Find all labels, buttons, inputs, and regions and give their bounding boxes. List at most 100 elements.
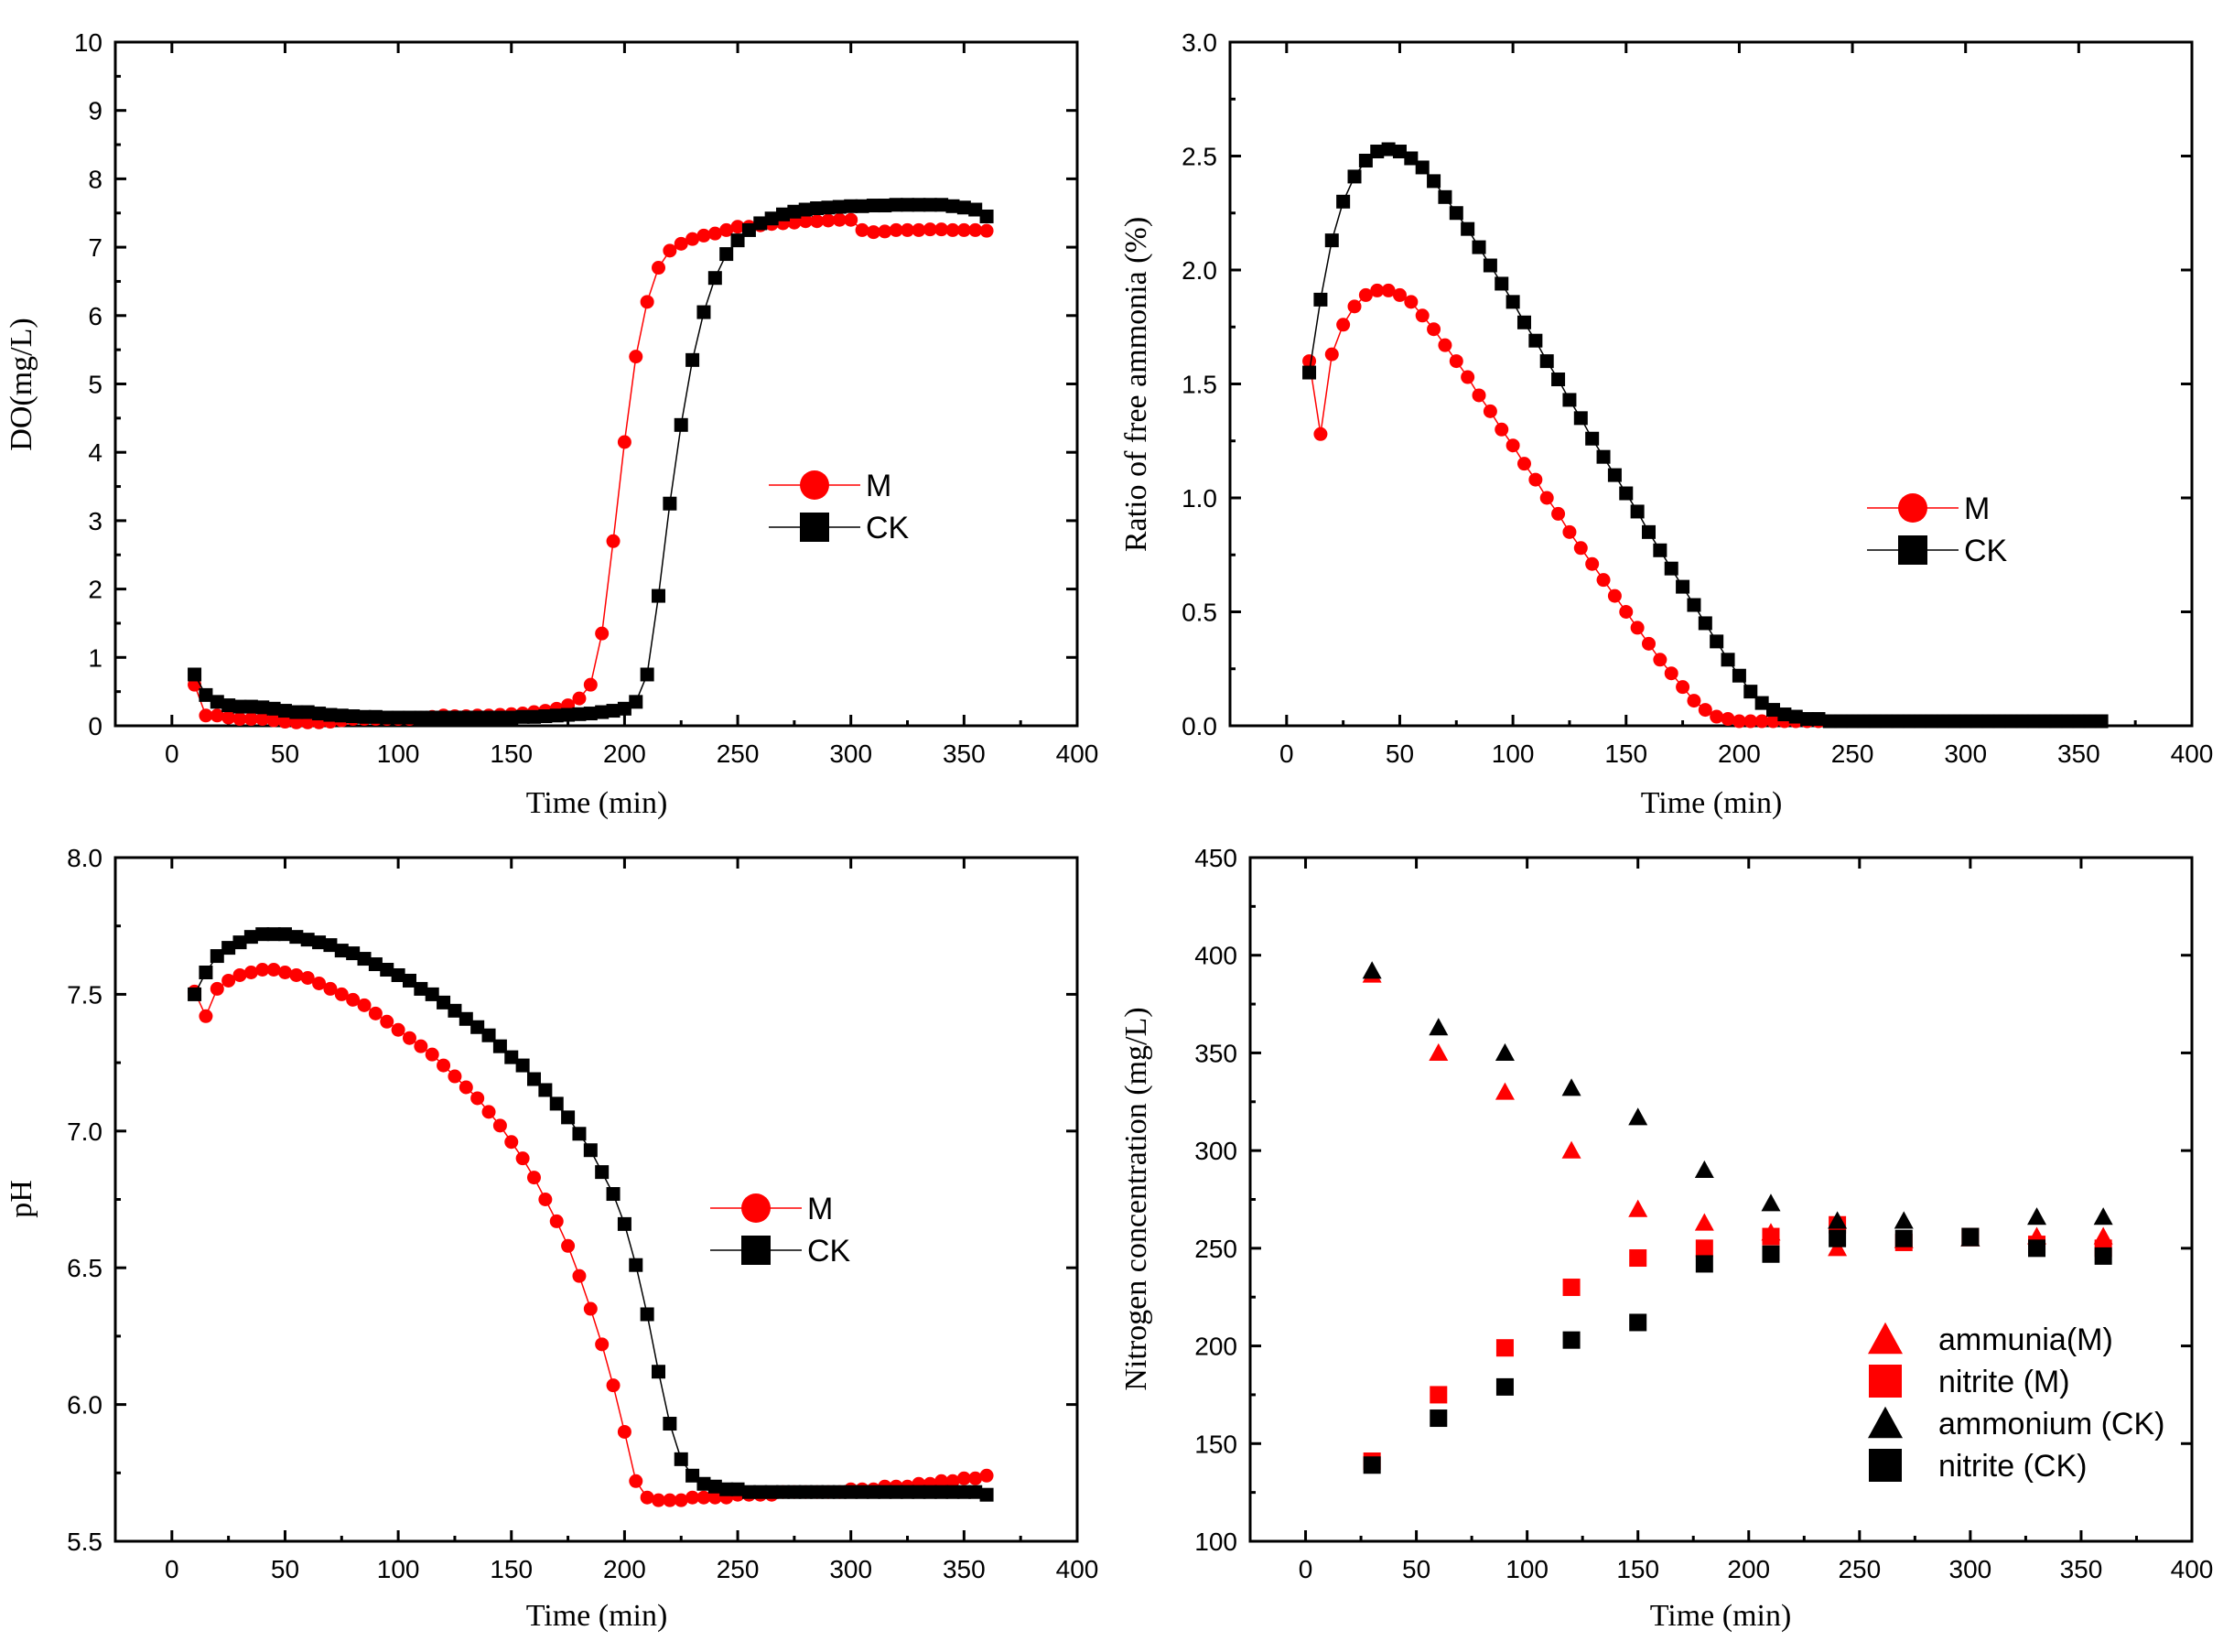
- data-point: [243, 930, 258, 945]
- data-point: [923, 198, 937, 212]
- data-point: [1562, 524, 1577, 539]
- data-point: [912, 1485, 926, 1499]
- data-point: [1721, 653, 1735, 667]
- data-point: [2093, 1207, 2113, 1226]
- data-point: [277, 715, 292, 729]
- data-point: [1336, 194, 1351, 209]
- legend-marker: [1898, 535, 1927, 565]
- data-point: [979, 1468, 994, 1483]
- data-point: [1664, 561, 1678, 576]
- x-tick-label: 100: [1506, 1555, 1549, 1583]
- data-point: [1687, 694, 1701, 708]
- data-point: [730, 1482, 745, 1496]
- data-point: [199, 965, 213, 979]
- data-point: [437, 995, 451, 1010]
- data-point: [1766, 703, 1781, 718]
- x-tick-label: 50: [1402, 1555, 1430, 1583]
- y-tick-label: 3: [88, 507, 103, 535]
- data-point: [640, 667, 654, 682]
- data-point: [1619, 605, 1634, 619]
- data-point: [1302, 354, 1317, 369]
- data-point: [232, 967, 247, 982]
- data-point: [1370, 283, 1385, 297]
- data-point: [300, 970, 315, 985]
- data-point: [979, 209, 994, 223]
- data-point: [1415, 308, 1430, 323]
- data-point: [1573, 411, 1588, 426]
- data-point: [425, 987, 439, 1001]
- data-point: [459, 1080, 473, 1095]
- data-point: [810, 201, 825, 216]
- data-point: [492, 1118, 507, 1133]
- data-point: [210, 695, 224, 709]
- data-point: [1676, 680, 1690, 695]
- y-tick-label: 300: [1194, 1137, 1237, 1165]
- data-point: [901, 1485, 915, 1499]
- data-point: [652, 1365, 666, 1379]
- data-point: [504, 1135, 519, 1150]
- data-point: [663, 496, 677, 511]
- data-point: [188, 987, 202, 1001]
- data-point: [243, 965, 258, 979]
- data-point: [572, 1127, 587, 1141]
- data-point: [1404, 295, 1419, 309]
- data-point: [956, 1485, 971, 1499]
- data-point: [210, 708, 224, 723]
- data-point: [199, 1009, 213, 1023]
- data-point: [402, 1031, 416, 1045]
- data-point: [617, 701, 631, 716]
- data-point: [1845, 714, 1860, 729]
- data-point: [1528, 333, 1543, 348]
- series-ammunia-m-: [1362, 965, 2113, 1257]
- x-tick-label: 50: [271, 1555, 299, 1583]
- data-point: [1313, 426, 1328, 441]
- series-ck: [1302, 142, 2109, 729]
- y-axis-title: DO(mg/L): [5, 318, 38, 450]
- data-point: [707, 271, 722, 286]
- data-point: [1619, 486, 1634, 501]
- data-point: [1392, 287, 1407, 302]
- legend-label: CK: [1964, 534, 2008, 568]
- y-tick-label: 9: [88, 97, 103, 125]
- data-point: [481, 710, 496, 725]
- data-point: [368, 957, 383, 972]
- data-point: [606, 704, 621, 718]
- legend: ammunia(M) nitrite (M) ammonium (CK) nitrit…: [1868, 1322, 2164, 1484]
- data-point: [1483, 404, 1497, 418]
- data-point: [1429, 1018, 1449, 1036]
- y-tick-label: 1: [88, 643, 103, 672]
- data-point: [945, 1485, 960, 1499]
- data-point: [266, 713, 281, 728]
- data-point: [1694, 1213, 1714, 1231]
- data-point: [1539, 354, 1554, 369]
- data-point: [901, 222, 915, 237]
- data-point: [663, 243, 677, 258]
- data-point: [979, 1487, 994, 1502]
- data-point: [380, 1014, 394, 1029]
- data-point: [2071, 714, 2086, 729]
- data-point: [2028, 1239, 2046, 1258]
- y-tick-label: 400: [1194, 942, 1237, 970]
- data-point: [199, 708, 213, 723]
- data-point: [1438, 338, 1452, 352]
- data-point: [629, 695, 643, 709]
- data-point: [798, 1485, 813, 1499]
- data-point: [1788, 709, 1803, 724]
- data-point: [1302, 365, 1317, 380]
- data-point: [2094, 1247, 2112, 1265]
- data-point: [1754, 714, 1769, 729]
- data-point: [798, 214, 813, 229]
- data-point: [1754, 696, 1769, 710]
- legend-label: nitrite (CK): [1938, 1449, 2087, 1484]
- x-tick-label: 300: [1944, 740, 1987, 768]
- data-point: [1891, 714, 1905, 729]
- data-point: [1925, 714, 1939, 729]
- series-m: [188, 963, 994, 1507]
- data-point: [1324, 347, 1339, 362]
- y-tick-label: 5: [88, 371, 103, 399]
- data-point: [2094, 714, 2109, 729]
- data-point: [685, 232, 700, 246]
- y-tick-label: 200: [1194, 1333, 1237, 1361]
- data-point: [945, 222, 960, 237]
- data-point: [1721, 712, 1735, 727]
